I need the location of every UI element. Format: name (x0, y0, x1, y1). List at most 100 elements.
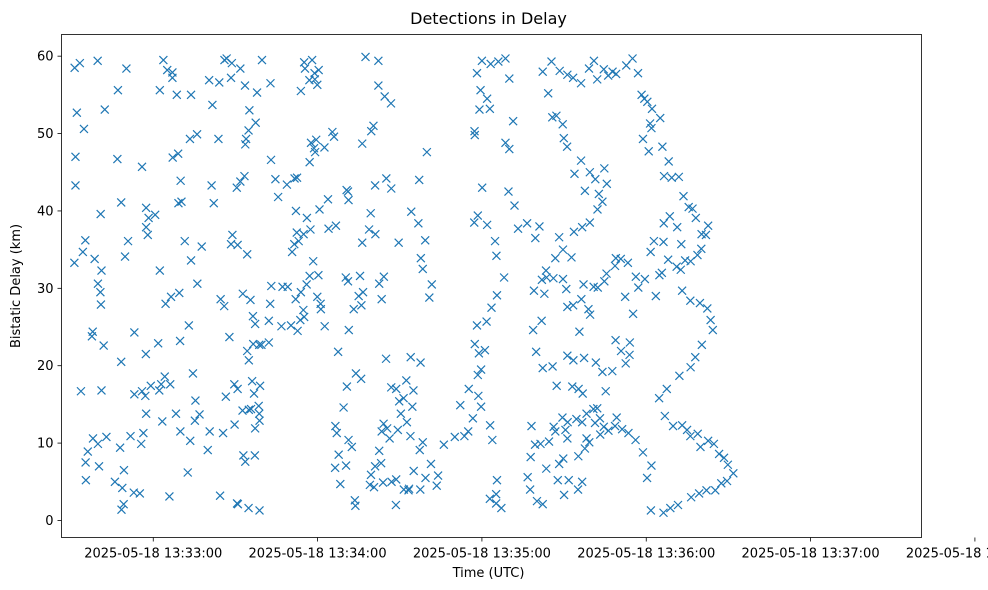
data-point (549, 422, 559, 432)
data-point (154, 386, 164, 395)
data-point (470, 130, 480, 140)
data-point (702, 304, 712, 313)
data-point (218, 428, 228, 438)
data-point (633, 68, 643, 78)
x-axis-label: Time (UTC) (452, 566, 525, 581)
data-point (576, 156, 586, 166)
data-point (480, 345, 490, 355)
data-point (190, 416, 200, 426)
data-point (599, 163, 609, 173)
data-point (313, 270, 323, 280)
data-point (382, 423, 392, 433)
data-point (369, 482, 379, 492)
data-point (186, 90, 196, 100)
data-point (473, 211, 483, 221)
data-point (296, 287, 306, 297)
data-point (667, 173, 677, 183)
data-point (421, 473, 430, 483)
data-point (358, 287, 368, 297)
data-point (386, 98, 396, 108)
data-point (468, 413, 478, 423)
data-point (401, 375, 411, 385)
data-point (116, 357, 126, 367)
data-point (185, 436, 195, 446)
data-point (242, 346, 252, 356)
data-point (646, 505, 656, 515)
data-point (257, 340, 266, 350)
data-point (302, 213, 312, 223)
data-point (232, 183, 242, 193)
data-point (227, 230, 237, 240)
data-point (554, 459, 564, 469)
data-point (244, 503, 253, 513)
data-point (240, 171, 249, 181)
data-point (638, 134, 648, 144)
data-point (644, 146, 654, 156)
data-point (117, 483, 127, 493)
data-point (574, 327, 584, 337)
data-point (214, 134, 223, 144)
data-point (573, 485, 583, 494)
data-point (654, 393, 664, 403)
data-point (240, 457, 250, 467)
data-point (293, 326, 303, 336)
data-point (482, 317, 491, 327)
data-point (577, 477, 587, 487)
data-point (289, 239, 299, 249)
data-point (166, 292, 176, 302)
data-point (424, 293, 434, 303)
data-point (406, 352, 416, 362)
data-point (292, 173, 302, 183)
data-point (541, 464, 551, 474)
data-point (167, 67, 177, 77)
data-point (93, 439, 103, 449)
data-point (686, 492, 696, 502)
data-point (93, 279, 103, 289)
data-point (97, 386, 106, 395)
data-point (172, 90, 182, 100)
data-point (175, 336, 185, 346)
data-point (686, 362, 696, 372)
data-point (320, 321, 330, 331)
data-point (216, 294, 226, 304)
data-point (344, 435, 353, 445)
data-point (496, 503, 506, 513)
data-point (138, 428, 148, 438)
data-point (315, 204, 324, 214)
data-point (607, 366, 617, 376)
data-point (226, 73, 236, 83)
data-point (304, 75, 314, 85)
data-point (610, 261, 620, 271)
data-point (476, 402, 486, 412)
data-point (585, 167, 595, 177)
data-point (404, 484, 414, 494)
data-point (482, 94, 492, 104)
data-point (584, 304, 593, 314)
y-axis: 0 10 20 30 40 50 60 (37, 50, 62, 529)
data-point (308, 256, 318, 266)
data-point (676, 239, 686, 249)
data-point (381, 354, 391, 364)
data-point (602, 269, 611, 279)
data-point (141, 349, 151, 359)
data-point (561, 425, 570, 435)
data-point (246, 404, 256, 414)
data-point (477, 56, 487, 66)
data-point (224, 332, 234, 342)
data-point (357, 139, 367, 149)
data-point (399, 393, 409, 403)
data-point (324, 224, 333, 234)
x-tick-label: 2025-05-18 13:37:00 (742, 547, 880, 562)
data-point (171, 409, 181, 419)
data-point (616, 346, 626, 356)
data-point (657, 142, 667, 152)
data-point (250, 319, 260, 329)
data-point (299, 229, 309, 239)
data-point (695, 298, 705, 308)
data-point (470, 126, 479, 136)
data-point (144, 213, 154, 223)
data-point (655, 113, 665, 123)
data-point (339, 403, 349, 412)
data-point (535, 221, 544, 231)
